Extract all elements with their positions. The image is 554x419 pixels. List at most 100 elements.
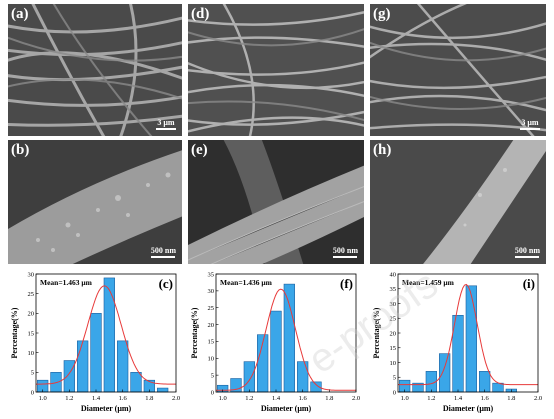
sem-image-g: (g) 3 μm	[370, 4, 546, 136]
y-tick-label: 25	[208, 305, 215, 312]
single-fiber-texture	[188, 140, 364, 264]
histogram-bar	[439, 353, 451, 393]
fiber-texture	[188, 4, 364, 136]
scale-bar: 500 nm	[515, 246, 540, 258]
x-tick-label: 1.4	[454, 395, 463, 402]
x-tick-label: 1.8	[507, 395, 515, 402]
scale-line	[520, 128, 540, 130]
scale-label: 3 μm	[521, 118, 539, 127]
panel-label: (f)	[340, 276, 353, 291]
scale-bar: 3 μm	[520, 118, 540, 130]
y-axis-label: Percentage(%)	[190, 307, 199, 358]
x-axis-label: Diameter (μm)	[443, 404, 494, 413]
mean-label: Mean=1.459 μm	[402, 278, 455, 287]
y-tick-label: 20	[28, 311, 35, 318]
histogram-bar	[479, 371, 491, 393]
histogram-bar	[117, 340, 129, 393]
panel-label: (d)	[191, 6, 210, 22]
y-tick-label: 30	[208, 288, 215, 295]
scale-line	[156, 128, 176, 130]
fiber-texture	[8, 4, 182, 136]
sem-image-b: (b) 500 nm	[8, 140, 182, 264]
scale-bar: 500 nm	[151, 246, 176, 258]
histogram-bar	[157, 387, 169, 393]
histogram-svg: 0 5 10 15 20 25 30 35 1.0 1.2 1.4 1.6 1.8 2.0 Diameter…	[190, 271, 360, 413]
histogram-svg: 0 5 10 15 20 25 30 1.0 1.2 1.4 1.6 1.8 2.0 Diameter (…	[10, 271, 180, 413]
x-axis-label: Diameter (μm)	[81, 404, 132, 413]
y-tick-label: 0	[393, 389, 396, 396]
scale-label: 500 nm	[150, 246, 176, 255]
y-tick-label: 25	[390, 316, 397, 323]
x-tick-label: 1.8	[325, 395, 333, 402]
scale-line	[151, 256, 176, 258]
x-tick-label: 1.2	[245, 395, 253, 402]
x-tick-label: 1.2	[65, 395, 73, 402]
histogram-bar	[283, 283, 295, 393]
panel-label: (c)	[159, 276, 173, 291]
mean-label: Mean=1.463 μm	[40, 278, 93, 287]
scale-bar: 3 μm	[156, 118, 176, 130]
plot-frame	[215, 273, 357, 393]
sem-image-h: (h) 500 nm	[370, 140, 546, 264]
y-tick-label: 10	[390, 360, 397, 367]
panel-label: (b)	[11, 142, 30, 158]
histogram-chart-f: 0 5 10 15 20 25 30 35 1.0 1.2 1.4 1.6 1.8 2.0 Diameter…	[188, 268, 364, 416]
y-tick-label: 15	[28, 330, 35, 337]
histogram-bar	[297, 361, 309, 393]
x-tick-label: 1.4	[272, 395, 281, 402]
gaussian-fit-line	[36, 285, 176, 385]
histogram-bar	[130, 372, 142, 393]
y-tick-label: 5	[31, 370, 34, 377]
sem-image-e: (e) 500 nm	[188, 140, 364, 264]
sem-image-a: (a) 3 μm	[8, 4, 182, 136]
y-tick-label: 20	[208, 322, 215, 329]
y-tick-label: 25	[28, 291, 35, 298]
histogram-bar	[270, 310, 282, 393]
y-tick-label: 35	[390, 286, 397, 293]
scale-label: 3 μm	[157, 118, 175, 127]
y-axis-label: Percentage(%)	[10, 307, 19, 358]
y-tick-label: 30	[28, 271, 35, 278]
fiber-texture	[370, 4, 546, 136]
scale-line	[515, 256, 540, 258]
histogram-chart-i: 0 5 10 15 20 25 30 35 40 1.0 1.2 1.4 1.6 1.8 2.0 Diamet…	[370, 268, 546, 416]
scale-line	[333, 256, 358, 258]
histogram-bar	[90, 313, 102, 393]
x-tick-label: 1.0	[401, 395, 409, 402]
histogram-bar	[63, 360, 75, 393]
scale-label: 500 nm	[332, 246, 358, 255]
y-tick-label: 15	[390, 345, 397, 352]
histogram-bar	[243, 361, 255, 393]
y-tick-label: 5	[211, 372, 214, 379]
gaussian-fit-line	[216, 288, 356, 391]
panel-label: (e)	[191, 142, 208, 158]
x-tick-label: 1.8	[145, 395, 153, 402]
histogram-bar	[465, 285, 477, 393]
histogram-bar	[103, 277, 115, 393]
x-tick-label: 1.6	[481, 395, 490, 402]
histogram-svg: 0 5 10 15 20 25 30 35 40 1.0 1.2 1.4 1.6 1.8 2.0 Diamet…	[372, 271, 542, 413]
panel-label: (h)	[373, 142, 392, 158]
x-tick-label: 2.0	[534, 395, 542, 402]
x-tick-label: 1.6	[299, 395, 308, 402]
panel-label: (g)	[373, 6, 391, 22]
scale-bar: 500 nm	[333, 246, 358, 258]
y-tick-label: 30	[390, 301, 397, 308]
x-tick-label: 1.0	[219, 395, 227, 402]
y-tick-label: 20	[390, 330, 397, 337]
histogram-bar	[77, 340, 89, 393]
y-tick-label: 10	[28, 350, 35, 357]
panel-label: (a)	[11, 6, 29, 22]
mean-label: Mean=1.436 μm	[220, 278, 273, 287]
y-tick-label: 0	[31, 389, 34, 396]
x-tick-label: 1.4	[92, 395, 101, 402]
single-fiber-texture	[423, 140, 546, 264]
x-tick-label: 1.2	[427, 395, 435, 402]
x-tick-label: 1.0	[39, 395, 47, 402]
y-tick-label: 10	[208, 356, 215, 363]
y-tick-label: 40	[390, 271, 397, 278]
single-fiber-texture	[8, 150, 182, 264]
x-tick-label: 1.6	[119, 395, 128, 402]
y-tick-label: 35	[208, 271, 215, 278]
gaussian-fit-line	[398, 283, 538, 386]
